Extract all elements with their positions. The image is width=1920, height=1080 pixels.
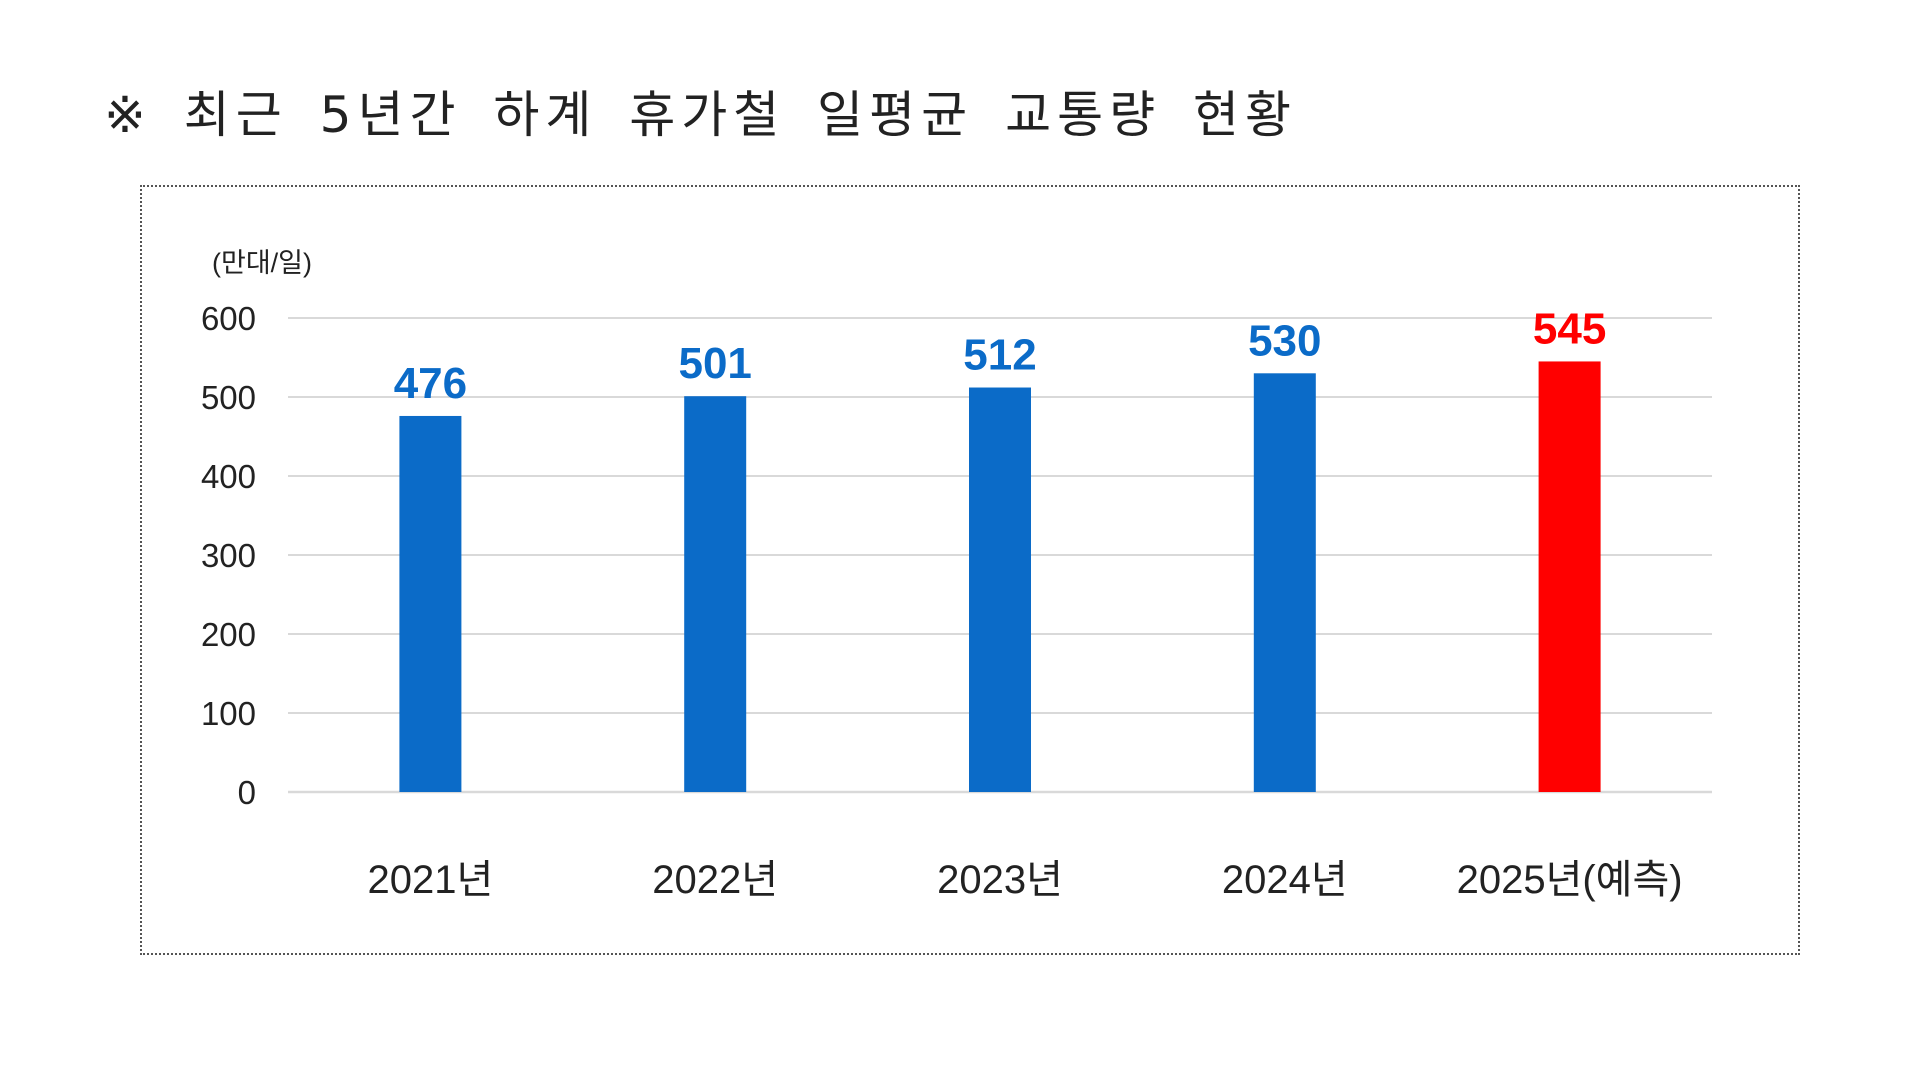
y-axis-ticks: 0 100 200 300 400 500 600 (201, 300, 256, 811)
bar-1 (399, 415, 462, 792)
data-label-2: 501 (678, 339, 751, 388)
x-axis-categories: 2021년 2022년 2023년 2024년 2025년(예측) (368, 858, 1683, 902)
x-category-label-3: 2023년 (937, 858, 1063, 902)
page-title: ※ 최근 5년간 하계 휴가철 일평균 교통량 현황 (104, 86, 1297, 144)
y-tick-label: 100 (201, 695, 256, 732)
data-label-1: 476 (394, 359, 467, 408)
y-tick-label: 500 (201, 379, 256, 416)
x-category-label-1: 2021년 (368, 858, 494, 902)
y-axis-unit: (만대/일) (212, 248, 312, 278)
y-tick-label: 400 (201, 458, 256, 495)
data-labels: 476 501 512 530 545 (394, 304, 1607, 408)
bar-3 (969, 387, 1031, 792)
y-tick-label: 300 (201, 537, 256, 574)
bars (399, 361, 1601, 792)
data-label-4: 530 (1248, 316, 1321, 365)
bar-4 (1253, 373, 1316, 792)
y-tick-label: 600 (201, 300, 256, 337)
y-tick-label: 200 (201, 616, 256, 653)
x-category-label-4: 2024년 (1222, 858, 1348, 902)
x-category-label-5: 2025년(예측) (1457, 858, 1683, 902)
data-label-3: 512 (963, 331, 1036, 380)
bar-2 (684, 396, 747, 792)
x-category-label-2: 2022년 (652, 858, 778, 902)
chart-frame (140, 185, 1800, 955)
y-tick-label: 0 (238, 774, 256, 811)
data-label-5: 545 (1533, 304, 1606, 353)
bar-5 (1538, 361, 1601, 792)
